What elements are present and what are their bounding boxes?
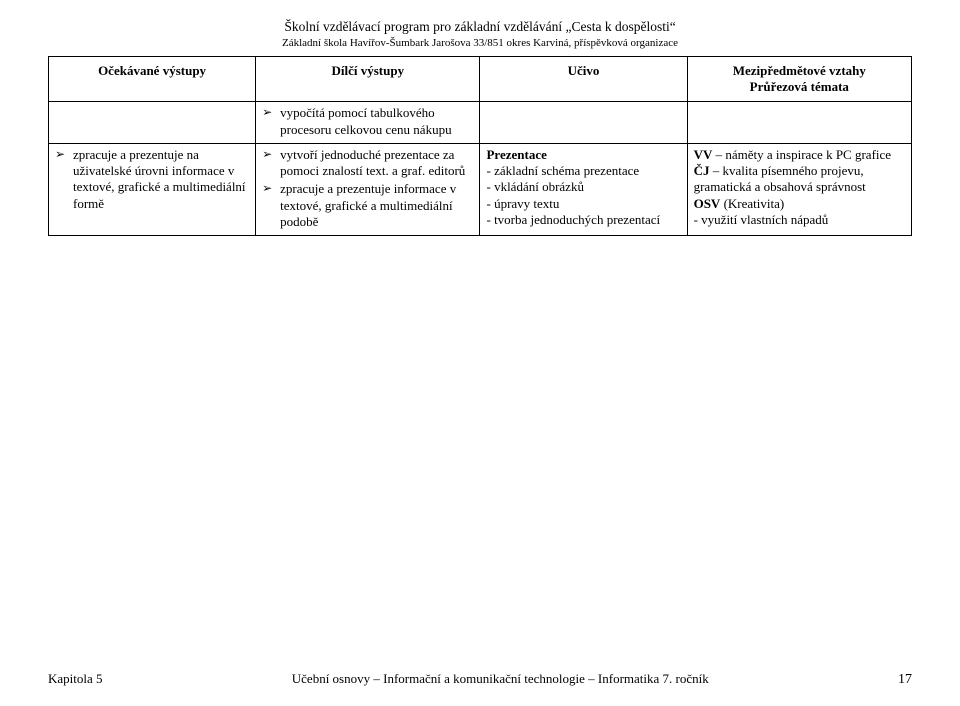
cell-r1-c1 <box>49 102 256 144</box>
cell-r2-c2: vytvoří jednoduché prezentace za pomoci … <box>256 143 480 235</box>
col-header-4-line2: Průřezová témata <box>692 79 907 95</box>
page-header: Školní vzdělávací program pro základní v… <box>48 18 912 50</box>
c3-line: - vkládání obrázků <box>486 179 680 195</box>
table-header-row: Očekávané výstupy Dílčí výstupy Učivo Me… <box>49 56 912 102</box>
c4-vv-text: – náměty a inspirace k PC grafice <box>712 147 891 162</box>
c3-title: Prezentace <box>486 147 546 162</box>
list-item: zpracuje a prezentuje na uživatelské úro… <box>55 147 249 212</box>
c4-cj-label: ČJ <box>694 163 710 178</box>
col-header-1: Očekávané výstupy <box>49 56 256 102</box>
cell-r1-c2: vypočítá pomocí tabulkového procesoru ce… <box>256 102 480 144</box>
list-item: zpracuje a prezentuje informace v textov… <box>262 181 473 230</box>
header-subtitle: Základní škola Havířov-Šumbark Jarošova … <box>48 36 912 50</box>
c4-osv-label: OSV <box>694 196 721 211</box>
page-footer: Kapitola 5 Učební osnovy – Informační a … <box>48 671 912 688</box>
col-header-4-line1: Mezipředmětové vztahy <box>692 63 907 79</box>
list-item: vypočítá pomocí tabulkového procesoru ce… <box>262 105 473 138</box>
c3-line: - tvorba jednoduchých prezentací <box>486 212 680 228</box>
c4-osv-text: (Kreativita) <box>720 196 784 211</box>
c4-cj-text: – kvalita písemného projevu, gramatická … <box>694 163 866 194</box>
col-header-4: Mezipředmětové vztahy Průřezová témata <box>687 56 911 102</box>
curriculum-table: Očekávané výstupy Dílčí výstupy Učivo Me… <box>48 56 912 236</box>
footer-chapter: Kapitola 5 <box>48 671 103 687</box>
footer-page: 17 <box>898 672 912 688</box>
col-header-3: Učivo <box>480 56 687 102</box>
cell-r1-c3 <box>480 102 687 144</box>
cell-r2-c1: zpracuje a prezentuje na uživatelské úro… <box>49 143 256 235</box>
cell-r2-c4: VV – náměty a inspirace k PC grafice ČJ … <box>687 143 911 235</box>
header-title: Školní vzdělávací program pro základní v… <box>48 18 912 36</box>
col-header-2: Dílčí výstupy <box>256 56 480 102</box>
c3-line: - úpravy textu <box>486 196 680 212</box>
c3-line: - základní schéma prezentace <box>486 163 680 179</box>
table-row: zpracuje a prezentuje na uživatelské úro… <box>49 143 912 235</box>
cell-r2-c3: Prezentace - základní schéma prezentace … <box>480 143 687 235</box>
cell-r1-c4 <box>687 102 911 144</box>
table-row: vypočítá pomocí tabulkového procesoru ce… <box>49 102 912 144</box>
c4-vv-label: VV <box>694 147 713 162</box>
list-item: vytvoří jednoduché prezentace za pomoci … <box>262 147 473 180</box>
footer-middle: Učební osnovy – Informační a komunikační… <box>103 671 898 687</box>
c4-line: - využití vlastních nápadů <box>694 212 905 228</box>
